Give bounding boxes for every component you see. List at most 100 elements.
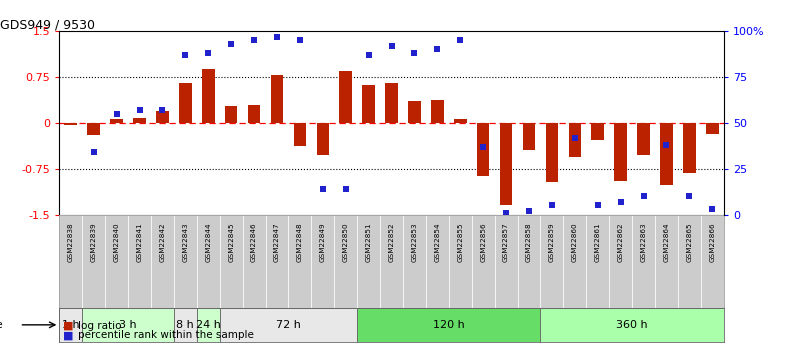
- Text: GDS949 / 9530: GDS949 / 9530: [0, 18, 95, 31]
- Bar: [540, 308, 724, 342]
- Bar: [312, 215, 335, 308]
- Text: 8 h: 8 h: [176, 320, 195, 330]
- Text: 360 h: 360 h: [616, 320, 648, 330]
- Bar: [174, 215, 197, 308]
- Text: GSM22848: GSM22848: [297, 222, 303, 262]
- Bar: [197, 215, 220, 308]
- Bar: [105, 215, 128, 308]
- Bar: [592, 123, 604, 140]
- Bar: [563, 215, 586, 308]
- Text: GSM22842: GSM22842: [160, 222, 165, 262]
- Bar: [706, 123, 718, 134]
- Bar: [358, 308, 540, 342]
- Text: 3 h: 3 h: [119, 320, 137, 330]
- Bar: [609, 215, 632, 308]
- Bar: [293, 123, 306, 146]
- Bar: [500, 123, 513, 206]
- Text: 24 h: 24 h: [196, 320, 221, 330]
- Bar: [335, 215, 358, 308]
- Text: 72 h: 72 h: [276, 320, 301, 330]
- Bar: [494, 215, 517, 308]
- Bar: [683, 123, 696, 173]
- Text: 120 h: 120 h: [433, 320, 464, 330]
- Bar: [448, 215, 471, 308]
- Bar: [569, 123, 581, 157]
- Text: GSM22847: GSM22847: [274, 222, 280, 262]
- Bar: [678, 215, 701, 308]
- Bar: [638, 123, 650, 155]
- Text: GSM22856: GSM22856: [480, 222, 486, 262]
- Text: GSM22862: GSM22862: [618, 222, 623, 262]
- Bar: [87, 123, 100, 135]
- Bar: [82, 215, 105, 308]
- Text: GSM22846: GSM22846: [251, 222, 257, 262]
- Bar: [632, 215, 655, 308]
- Bar: [133, 118, 146, 123]
- Bar: [586, 215, 609, 308]
- Text: GSM22858: GSM22858: [526, 222, 532, 262]
- Text: GSM22840: GSM22840: [114, 222, 119, 262]
- Text: GSM22849: GSM22849: [320, 222, 326, 262]
- Bar: [271, 75, 283, 123]
- Text: GSM22839: GSM22839: [91, 222, 97, 262]
- Text: GSM22838: GSM22838: [68, 222, 74, 262]
- Bar: [426, 215, 448, 308]
- Text: GSM22851: GSM22851: [365, 222, 372, 262]
- Bar: [380, 215, 403, 308]
- Bar: [156, 111, 168, 123]
- Text: GSM22863: GSM22863: [641, 222, 646, 262]
- Bar: [408, 101, 421, 123]
- Text: GSM22850: GSM22850: [343, 222, 349, 262]
- Text: time: time: [0, 320, 3, 330]
- Text: GSM22857: GSM22857: [503, 222, 509, 262]
- Bar: [362, 85, 375, 123]
- Bar: [220, 215, 243, 308]
- Bar: [477, 123, 490, 176]
- Bar: [517, 215, 540, 308]
- Text: 1 h: 1 h: [62, 320, 80, 330]
- Bar: [220, 308, 358, 342]
- Bar: [59, 215, 82, 308]
- Bar: [225, 106, 237, 123]
- Bar: [701, 215, 724, 308]
- Bar: [358, 215, 380, 308]
- Text: GSM22866: GSM22866: [710, 222, 715, 262]
- Bar: [339, 71, 352, 123]
- Bar: [197, 308, 220, 342]
- Text: GSM22861: GSM22861: [595, 222, 600, 262]
- Text: GSM22843: GSM22843: [183, 222, 188, 262]
- Bar: [655, 215, 678, 308]
- Text: GSM22859: GSM22859: [549, 222, 555, 262]
- Text: ■: ■: [62, 321, 73, 331]
- Text: GSM22864: GSM22864: [664, 222, 669, 262]
- Text: GSM22855: GSM22855: [457, 222, 464, 262]
- Text: GSM22845: GSM22845: [228, 222, 234, 262]
- Bar: [546, 123, 558, 182]
- Bar: [128, 215, 151, 308]
- Bar: [59, 308, 82, 342]
- Bar: [660, 123, 673, 185]
- Bar: [174, 308, 197, 342]
- Bar: [403, 215, 426, 308]
- Text: GSM22844: GSM22844: [205, 222, 211, 262]
- Text: GSM22860: GSM22860: [572, 222, 578, 262]
- Text: GSM22841: GSM22841: [137, 222, 142, 262]
- Bar: [316, 123, 329, 155]
- Bar: [471, 215, 494, 308]
- Bar: [540, 215, 563, 308]
- Bar: [82, 308, 174, 342]
- Bar: [248, 105, 260, 123]
- Text: GSM22854: GSM22854: [434, 222, 441, 262]
- Bar: [179, 83, 191, 123]
- Text: GSM22853: GSM22853: [411, 222, 418, 262]
- Text: GSM22852: GSM22852: [388, 222, 395, 262]
- Text: ■: ■: [62, 331, 73, 340]
- Bar: [289, 215, 312, 308]
- Bar: [266, 215, 289, 308]
- Bar: [243, 215, 266, 308]
- Bar: [385, 83, 398, 123]
- Bar: [431, 100, 444, 123]
- Text: log ratio: log ratio: [78, 321, 121, 331]
- Bar: [110, 119, 123, 123]
- Text: percentile rank within the sample: percentile rank within the sample: [78, 331, 253, 340]
